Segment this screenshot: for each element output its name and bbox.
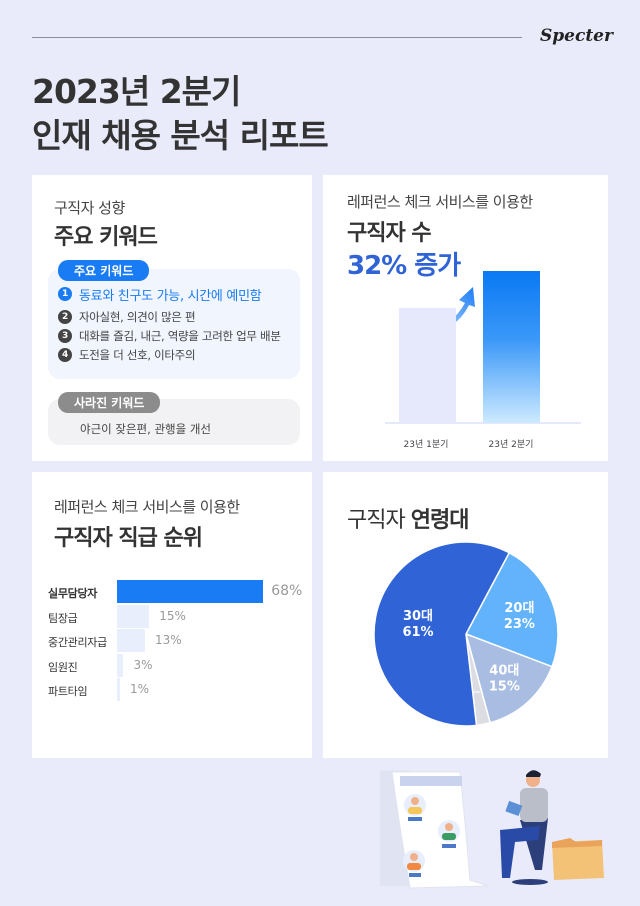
card-title: 구직자 수 bbox=[347, 221, 432, 246]
gone-keywords-text: 야근이 잦은편, 관행을 개선 bbox=[80, 422, 212, 436]
bar-23년 2분기 bbox=[483, 271, 540, 423]
rank-card: 레퍼런스 체크 서비스를 이용한 구직자 직급 순위 실무담당자 68% 팀장급 15… bbox=[32, 472, 312, 758]
pie-slice-20대 bbox=[464, 551, 559, 668]
rank-label: 팀장급 bbox=[48, 611, 78, 625]
keyword-item: 1 동료와 친구도 가능, 시간에 예민함 bbox=[58, 281, 281, 307]
rank-value: 13% bbox=[154, 633, 182, 647]
pie-value-label: 23% bbox=[504, 617, 535, 632]
pie-category-label: 40대 bbox=[489, 663, 519, 678]
folder-icon bbox=[552, 840, 604, 880]
x-tick-label: 23년 2분기 bbox=[488, 440, 534, 450]
number-badge: 2 bbox=[58, 309, 72, 324]
card-subtitle: 레퍼런스 체크 서비스를 이용한 bbox=[54, 498, 240, 516]
card-title: 구직자 직급 순위 bbox=[54, 526, 203, 551]
pie-value-label: 15% bbox=[489, 679, 520, 694]
gone-keywords-pill: 사라진 키워드 bbox=[58, 392, 161, 413]
growth-highlight: 32% 증가 bbox=[347, 251, 461, 281]
keywords-card: 구직자 성향 주요 키워드 1 동료와 친구도 가능, 시간에 예민함 2 자아실현,… bbox=[32, 175, 312, 461]
rank-label: 파트타임 bbox=[48, 685, 88, 698]
title-line-2: 인재 채용 분석 리포트 bbox=[32, 116, 329, 155]
keyword-item: 2 자아실현, 의견이 많은 편 bbox=[58, 307, 281, 326]
keyword-item: 3 대화를 즐김, 내근, 역량을 고려한 업무 배분 bbox=[58, 326, 281, 345]
main-keywords-pill: 주요 키워드 bbox=[58, 260, 150, 281]
main-keywords-box: 1 동료와 친구도 가능, 시간에 예민함 2 자아실현, 의견이 많은 편 3 대화를 … bbox=[48, 269, 300, 379]
rank-label: 중간관리자급 bbox=[48, 636, 107, 649]
rank-bar bbox=[117, 629, 145, 652]
growth-bar-chart bbox=[385, 271, 581, 424]
recruiter-illustration bbox=[380, 770, 604, 889]
rank-bar bbox=[117, 580, 264, 603]
header-divider bbox=[32, 37, 522, 38]
rank-value: 3% bbox=[133, 657, 153, 672]
rank-label: 실무담당자 bbox=[48, 587, 98, 600]
pie-slice-30대 bbox=[373, 541, 511, 727]
keyword-text: 도전을 더 선호, 이타주의 bbox=[79, 347, 196, 362]
page-title: 2023년 2분기 인재 채용 분석 리포트 bbox=[32, 70, 329, 158]
card-title: 구직자 연령대 bbox=[347, 502, 470, 534]
card-subtitle: 레퍼런스 체크 서비스를 이용한 bbox=[347, 193, 533, 211]
rank-value: 1% bbox=[130, 682, 150, 696]
keyword-item: 4 도전을 더 선호, 이타주의 bbox=[58, 345, 281, 364]
number-badge: 4 bbox=[58, 347, 72, 362]
number-badge: 1 bbox=[58, 287, 72, 301]
rank-bar bbox=[117, 604, 150, 628]
pie-category-label: 30대 bbox=[403, 609, 433, 624]
card-title: 주요 키워드 bbox=[54, 225, 158, 250]
pie-value-label: 61% bbox=[402, 625, 433, 640]
growth-arrow-icon bbox=[423, 287, 475, 337]
keyword-text: 동료와 친구도 가능, 시간에 예민함 bbox=[79, 288, 262, 304]
title-bold: 연령대 bbox=[410, 508, 470, 533]
title-plain: 구직자 bbox=[347, 508, 411, 533]
pie-category-label: 20대 bbox=[504, 601, 534, 616]
keyword-text: 대화를 즐김, 내근, 역량을 고려한 업무 배분 bbox=[79, 328, 281, 343]
rank-value: 15% bbox=[159, 608, 186, 623]
card-subtitle: 구직자 성향 bbox=[54, 199, 125, 217]
logo: Specter bbox=[540, 26, 613, 46]
keyword-text: 자아실현, 의견이 많은 편 bbox=[79, 309, 196, 324]
rank-bar-chart: 실무담당자 68% 팀장급 15% 중간관리자급 13% 임원진 3% 파트타임 1% bbox=[32, 472, 312, 758]
rank-label: 임원진 bbox=[48, 660, 78, 674]
number-badge: 3 bbox=[58, 328, 72, 343]
rank-value: 68% bbox=[271, 583, 303, 599]
title-line-1: 2023년 2분기 bbox=[32, 72, 241, 111]
growth-card: 레퍼런스 체크 서비스를 이용한 구직자 수 32% 증가 23년 1분기 23… bbox=[323, 175, 608, 461]
rank-bar bbox=[117, 653, 124, 677]
pie-slice-40대 bbox=[464, 632, 553, 724]
x-tick-label: 23년 1분기 bbox=[403, 440, 449, 450]
bar-23년 1분기 bbox=[399, 307, 456, 423]
rank-bar bbox=[117, 678, 120, 701]
